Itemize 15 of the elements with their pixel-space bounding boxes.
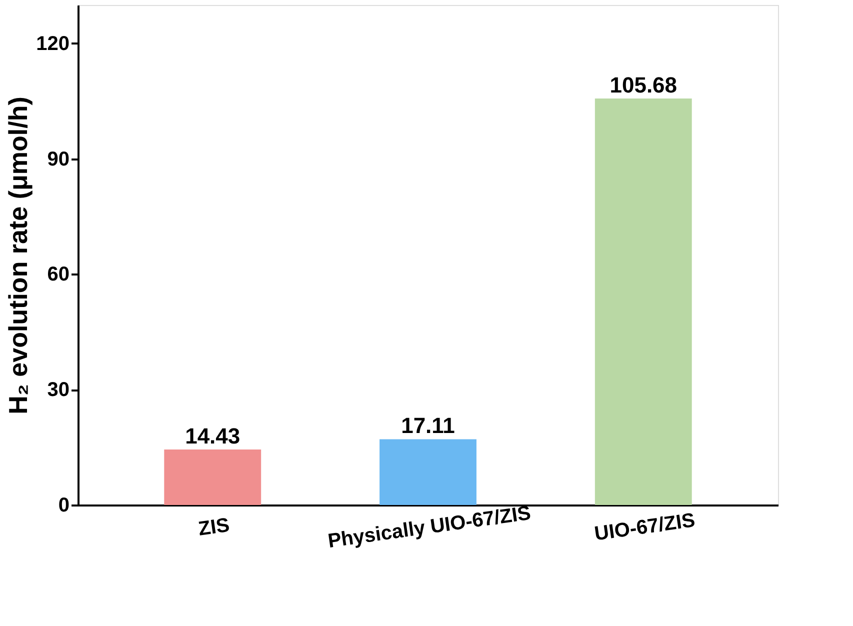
y-axis-title: H₂ evolution rate (μmol/h) [3,96,34,414]
x-tick-label: ZIS [197,514,231,540]
y-tick-label: 60 [47,264,70,286]
y-tick-label: 120 [36,32,70,55]
data-label: 105.68 [610,72,678,98]
data-label: 14.43 [185,424,240,448]
bar [380,439,476,505]
y-tick-label: 0 [58,494,70,516]
y-tick-label: 90 [47,148,70,170]
x-tick-label: UIO-67/ZIS [593,509,696,546]
bar [594,98,692,505]
bar [164,450,262,505]
y-tick-label: 30 [47,379,70,402]
x-tick-label: Physically UIO-67/ZIS [326,502,532,553]
data-label: 17.11 [401,413,455,438]
